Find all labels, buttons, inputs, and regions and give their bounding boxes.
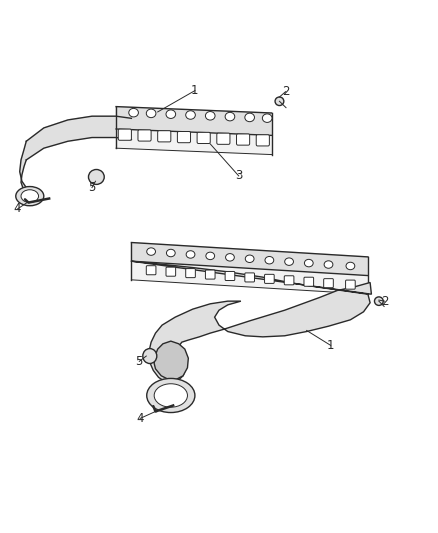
Ellipse shape bbox=[245, 113, 254, 122]
Polygon shape bbox=[20, 141, 27, 193]
Ellipse shape bbox=[206, 252, 215, 260]
Ellipse shape bbox=[166, 110, 176, 118]
Text: 5: 5 bbox=[136, 355, 143, 368]
Ellipse shape bbox=[225, 112, 235, 121]
Ellipse shape bbox=[265, 256, 274, 264]
Polygon shape bbox=[26, 116, 131, 160]
FancyBboxPatch shape bbox=[197, 132, 210, 143]
FancyBboxPatch shape bbox=[217, 133, 230, 144]
FancyBboxPatch shape bbox=[225, 271, 235, 280]
Ellipse shape bbox=[154, 384, 187, 407]
FancyBboxPatch shape bbox=[177, 132, 191, 143]
FancyBboxPatch shape bbox=[245, 273, 254, 282]
Ellipse shape bbox=[143, 349, 157, 364]
FancyBboxPatch shape bbox=[166, 267, 176, 276]
Ellipse shape bbox=[262, 114, 272, 123]
FancyBboxPatch shape bbox=[138, 130, 151, 141]
Polygon shape bbox=[116, 107, 272, 135]
Polygon shape bbox=[131, 261, 368, 294]
FancyBboxPatch shape bbox=[304, 277, 314, 286]
FancyBboxPatch shape bbox=[146, 266, 156, 275]
Text: 1: 1 bbox=[327, 339, 335, 352]
Polygon shape bbox=[154, 341, 188, 379]
FancyBboxPatch shape bbox=[256, 135, 269, 146]
Ellipse shape bbox=[146, 109, 156, 118]
Text: 2: 2 bbox=[381, 295, 389, 308]
Ellipse shape bbox=[129, 108, 138, 117]
Ellipse shape bbox=[21, 190, 39, 203]
FancyBboxPatch shape bbox=[346, 280, 355, 289]
FancyBboxPatch shape bbox=[284, 276, 294, 285]
Ellipse shape bbox=[374, 297, 383, 305]
Text: 5: 5 bbox=[88, 181, 95, 194]
Polygon shape bbox=[131, 261, 371, 383]
Ellipse shape bbox=[304, 260, 313, 267]
Ellipse shape bbox=[324, 261, 333, 268]
Text: 3: 3 bbox=[235, 169, 242, 182]
FancyBboxPatch shape bbox=[205, 270, 215, 279]
Text: 2: 2 bbox=[282, 85, 290, 98]
Ellipse shape bbox=[245, 255, 254, 263]
Ellipse shape bbox=[285, 258, 293, 265]
Ellipse shape bbox=[166, 249, 175, 257]
Ellipse shape bbox=[16, 187, 44, 206]
Text: 4: 4 bbox=[136, 412, 144, 425]
Text: 4: 4 bbox=[14, 203, 21, 215]
FancyBboxPatch shape bbox=[324, 279, 333, 288]
Ellipse shape bbox=[186, 111, 195, 119]
Ellipse shape bbox=[186, 251, 195, 258]
Ellipse shape bbox=[275, 97, 284, 106]
Ellipse shape bbox=[205, 111, 215, 120]
FancyBboxPatch shape bbox=[265, 274, 274, 284]
Polygon shape bbox=[131, 243, 368, 276]
Text: 1: 1 bbox=[191, 84, 199, 97]
Ellipse shape bbox=[88, 169, 104, 184]
FancyBboxPatch shape bbox=[158, 131, 171, 142]
FancyBboxPatch shape bbox=[237, 134, 250, 145]
Polygon shape bbox=[116, 129, 272, 155]
FancyBboxPatch shape bbox=[118, 129, 131, 140]
Ellipse shape bbox=[346, 262, 355, 270]
Ellipse shape bbox=[147, 378, 195, 413]
Ellipse shape bbox=[147, 248, 155, 255]
Ellipse shape bbox=[226, 254, 234, 261]
FancyBboxPatch shape bbox=[186, 269, 195, 278]
